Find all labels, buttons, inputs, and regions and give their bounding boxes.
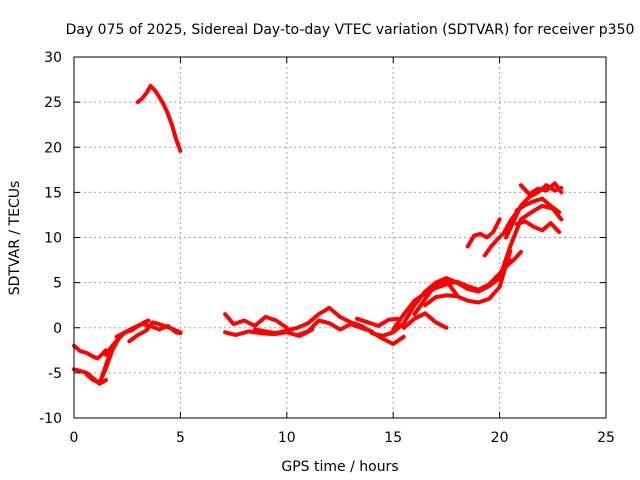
x-tick-label: 10 xyxy=(278,430,296,446)
series-line-arc-15 xyxy=(391,258,513,332)
series-line-arc-23 xyxy=(504,183,564,240)
series-line-arc-24 xyxy=(518,181,564,197)
y-tick-label: -10 xyxy=(39,411,62,427)
y-tick-label: 0 xyxy=(53,321,62,337)
data-series xyxy=(72,83,564,386)
chart-title: Day 075 of 2025, Sidereal Day-to-day VTE… xyxy=(66,22,635,38)
x-tick-label: 20 xyxy=(491,430,509,446)
grid-lines xyxy=(74,57,606,418)
series-line-arc-14 xyxy=(369,203,564,338)
y-tick-label: 15 xyxy=(44,185,62,201)
x-tick-label: 15 xyxy=(384,430,402,446)
series-line-arc-18 xyxy=(423,249,513,308)
axis-ticks xyxy=(73,56,607,419)
y-axis-label: SDTVAR / TECUs xyxy=(7,181,23,296)
series-line-arc-13 xyxy=(355,316,400,328)
y-tick-label: 10 xyxy=(44,231,62,247)
series-line-arc-1 xyxy=(72,343,108,361)
series-line-arc-25 xyxy=(514,196,562,215)
y-tick-label: 5 xyxy=(53,276,62,292)
y-tick-label: 30 xyxy=(44,50,62,66)
y-tick-label: 20 xyxy=(44,140,62,156)
y-tick-label: -5 xyxy=(48,366,62,382)
series-line-arc-17 xyxy=(412,278,459,317)
series-line-arc-8 xyxy=(135,83,183,153)
series-line-arc-12 xyxy=(295,318,374,337)
series-line-arc-16 xyxy=(401,311,449,330)
series-line-arc-9 xyxy=(223,312,289,330)
series-line-arc-20 xyxy=(482,210,519,258)
series-line-arc-21 xyxy=(493,249,523,281)
x-tick-labels: 0 5 10 15 20 25 xyxy=(70,430,615,446)
y-tick-label: 25 xyxy=(44,95,62,111)
y-tick-labels: -10 -5 0 5 10 15 20 25 30 xyxy=(39,50,62,427)
x-tick-label: 25 xyxy=(597,430,615,446)
series-line-arc-22 xyxy=(514,219,562,235)
x-tick-label: 0 xyxy=(70,430,79,446)
x-axis-label: GPS time / hours xyxy=(281,459,398,475)
x-tick-label: 5 xyxy=(176,430,185,446)
series-line-arc-19 xyxy=(465,217,502,249)
series-line-arc-7 xyxy=(127,320,183,344)
